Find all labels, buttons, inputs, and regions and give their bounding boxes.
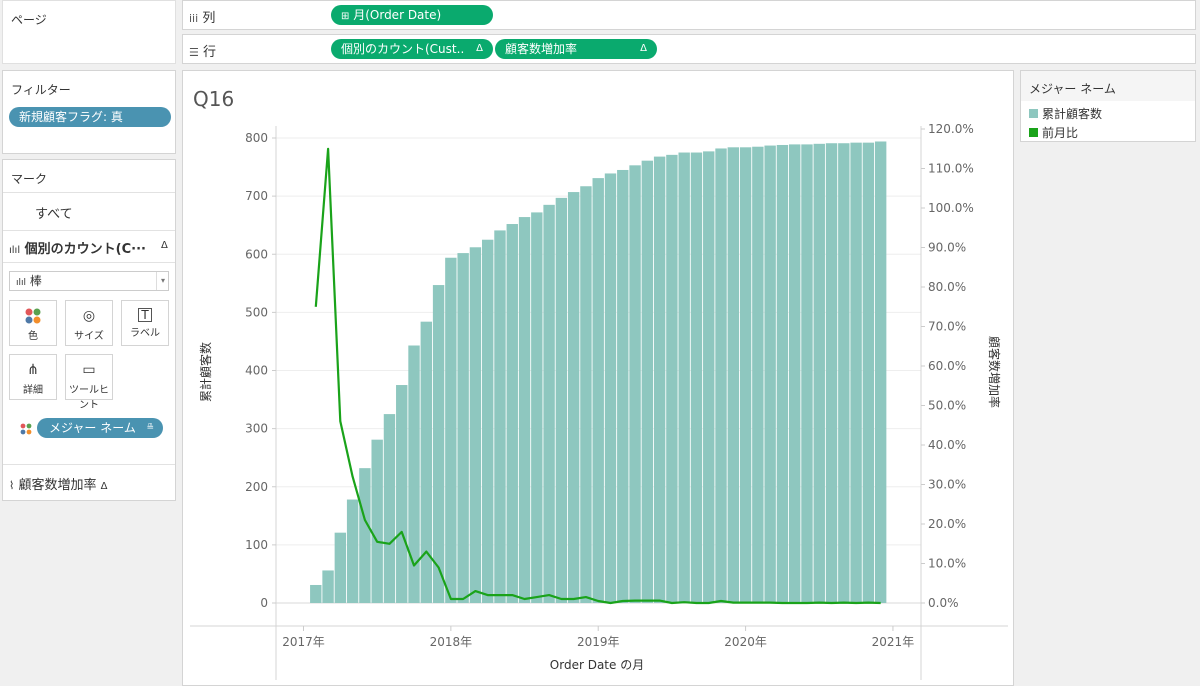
rows-pill-label: 顧客数増加率 [505,42,578,56]
mark-type-dropdown[interactable]: ılıl 棒 ▾ [9,271,169,291]
detail-label: 詳細 [23,385,43,396]
divider [3,230,175,231]
legend-item[interactable]: 前月比 [1029,124,1078,141]
columns-label-text: 列 [202,11,216,26]
line-chart-icon: ⌇ [9,479,15,492]
filters-title: フィルター [11,83,71,97]
rows-shelf[interactable]: ☰ 行 個別のカウント(Cust.. Δ 顧客数増加率 Δ [182,34,1196,64]
chart-panel: Q16 [182,70,1014,686]
delta-icon: Δ [640,43,647,54]
tooltip-label: ツールヒント [69,385,109,411]
color-pill-measure-names[interactable]: メジャー ネーム ≞ [37,418,163,438]
sort-icon: ≞ [146,423,154,433]
marks-measure1[interactable]: ılıl 個別のカウント(C··· [9,238,146,257]
color-encoding-icon [20,423,32,435]
chevron-down-icon: ▾ [155,272,165,290]
columns-pill-label: 月(Order Date) [353,8,442,22]
expand-icon: ⊞ [341,11,350,22]
columns-shelf[interactable]: iii 列 ⊞ 月(Order Date) [182,0,1196,30]
color-pill-label: メジャー ネーム [49,421,136,435]
marks-all[interactable]: すべて [35,207,73,222]
text-icon: T [138,308,152,322]
delta-icon: Δ [100,481,108,492]
marks-measure2[interactable]: ⌇ 顧客数増加率 Δ [9,474,108,493]
legend-header: メジャー ネーム [1021,71,1195,101]
speech-bubble-icon: ▭ [82,362,96,378]
columns-pill-order-date[interactable]: ⊞ 月(Order Date) [331,5,493,25]
marks-measure2-label: 顧客数増加率 [18,478,97,493]
legend-title: メジャー ネーム [1029,82,1116,96]
marks-title: マーク [11,172,48,186]
rows-label: ☰ 行 [189,41,216,60]
divider [3,262,175,263]
columns-icon: iii [189,12,199,25]
pages-title: ページ [11,13,47,27]
legend-label: 累計顧客数 [1042,107,1103,121]
color-button[interactable]: 色 [9,300,57,346]
legend-swatch [1029,128,1038,137]
delta-icon: Δ [161,240,168,251]
filters-panel: フィルター 新規顧客フラグ: 真 [2,70,176,154]
marks-panel: マーク すべて ılıl 個別のカウント(C··· Δ ılıl 棒 ▾ 色 ◎… [2,159,176,501]
tooltip-button[interactable]: ▭ ツールヒント [65,354,113,411]
divider [3,192,175,193]
size-button[interactable]: ◎ サイズ [65,300,113,346]
rows-pill-distinct-count[interactable]: 個別のカウント(Cust.. Δ [331,39,493,59]
legend-label: 前月比 [1042,126,1079,140]
filter-pill-label: 新規顧客フラグ: 真 [19,110,123,124]
label-button[interactable]: T ラベル [121,300,169,346]
color-label: 色 [28,331,38,342]
columns-label: iii 列 [189,7,215,26]
filter-pill-new-customer[interactable]: 新規顧客フラグ: 真 [9,107,171,127]
rows-icon: ☰ [189,46,199,59]
bar-chart-icon: ılıl [9,245,21,256]
legend-swatch [1029,109,1038,118]
size-label: サイズ [74,331,104,342]
rows-pill-growth-rate[interactable]: 顧客数増加率 Δ [495,39,657,59]
size-icon: ◎ [82,308,96,324]
hierarchy-icon: ⋔ [27,362,39,378]
divider [3,464,175,465]
color-icon [25,308,41,324]
chart-title: Q16 [193,87,235,111]
legend-panel: メジャー ネーム 累計顧客数 前月比 [1020,70,1196,142]
legend-item[interactable]: 累計顧客数 [1029,105,1102,122]
label-text: ラベル [130,328,160,339]
detail-button[interactable]: ⋔ 詳細 [9,354,57,400]
marks-measure1-label: 個別のカウント(C··· [24,242,146,257]
rows-pill-label: 個別のカウント(Cust.. [341,42,465,56]
mark-type-label: 棒 [29,274,42,288]
delta-icon: Δ [476,43,483,54]
rows-label-text: 行 [203,45,217,60]
bar-chart-icon: ılıl [16,278,27,288]
pages-panel: ページ [2,0,176,64]
